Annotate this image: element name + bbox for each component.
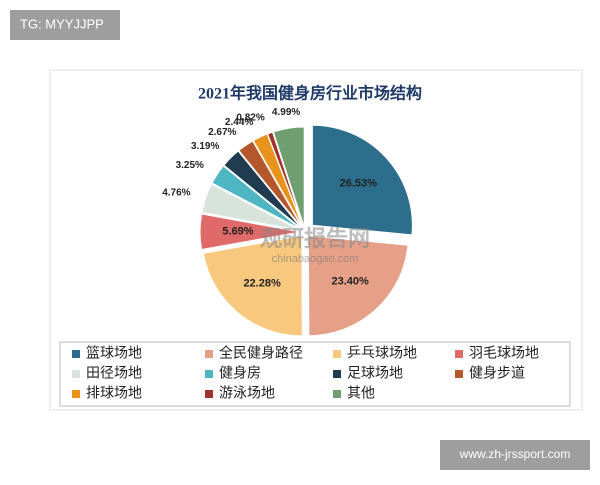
legend-swatch (205, 390, 213, 398)
watermark-url: chinabaogao.com (272, 253, 359, 265)
pie-slice (211, 165, 302, 230)
legend-swatch (72, 350, 80, 358)
legend-swatch (333, 370, 341, 378)
legend-label: 乒乓球场地 (347, 345, 417, 361)
data-label: 2.67% (208, 127, 236, 138)
legend-label: 全民健身路径 (219, 345, 303, 361)
pie-slice (238, 140, 303, 229)
footer-text: www.zh-jrssport.com (459, 447, 571, 461)
pie-slice (311, 124, 413, 236)
pie-slice (201, 183, 301, 231)
legend-swatch (455, 370, 463, 378)
legend-label: 其他 (347, 385, 375, 401)
pie-slice (223, 150, 302, 229)
footer-box (440, 440, 590, 470)
data-label: 3.19% (191, 141, 219, 152)
pie-slice (202, 235, 303, 337)
data-label: 4.76% (162, 187, 190, 198)
legend-label: 篮球场地 (86, 345, 142, 361)
data-label: 0.82% (236, 113, 264, 124)
data-label: 26.53% (340, 177, 378, 189)
watermark: 观研报告网 (260, 226, 370, 251)
legend-swatch (333, 390, 341, 398)
legend-label: 排球场地 (86, 385, 142, 401)
pie-slice (307, 235, 409, 337)
legend-label: 田径场地 (86, 365, 142, 381)
data-label: 5.69% (222, 226, 253, 238)
pie-slice (199, 213, 301, 251)
legend-label: 健身步道 (469, 365, 525, 381)
legend-box (59, 341, 571, 407)
legend-label: 游泳场地 (219, 385, 275, 401)
data-label: 4.99% (272, 107, 300, 118)
legend-swatch (72, 370, 80, 378)
data-label: 2.44% (225, 117, 253, 128)
legend-swatch (333, 350, 341, 358)
data-label: 22.28% (243, 277, 281, 289)
legend-swatch (205, 350, 213, 358)
pie-slice (272, 126, 305, 228)
legend-swatch (72, 390, 80, 398)
chart-title: 2021年我国健身房行业市场结构 (198, 84, 422, 103)
data-label: 23.40% (332, 275, 370, 287)
pie-slice (266, 131, 304, 228)
legend-swatch (455, 350, 463, 358)
pie-slice (252, 133, 304, 228)
legend-swatch (205, 370, 213, 378)
tag-box (10, 10, 120, 40)
legend-label: 足球场地 (347, 365, 403, 381)
data-label: 3.25% (176, 160, 204, 171)
legend-label: 羽毛球场地 (469, 345, 539, 361)
legend-label: 健身房 (219, 365, 261, 381)
tag-text: TG: MYYJJPP (20, 16, 104, 31)
